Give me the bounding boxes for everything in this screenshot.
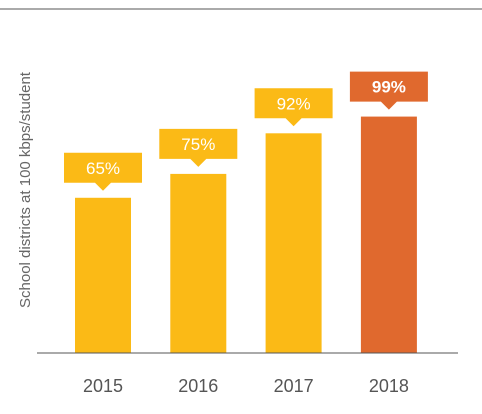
x-tick-label-2015: 2015: [83, 376, 123, 396]
x-tick-label-2018: 2018: [369, 376, 409, 396]
data-label-callout-2016: [159, 128, 238, 167]
data-label-2017: 92%: [277, 94, 311, 113]
data-label-callout-2018: [349, 71, 428, 110]
data-label-callout-2015: [64, 152, 142, 191]
bar-2016: [170, 173, 227, 353]
data-label-2016: 75%: [181, 135, 215, 154]
data-label-callout-2017: [254, 88, 333, 127]
bar-2015: [75, 197, 131, 353]
data-label-2015: 65%: [86, 159, 120, 178]
bars-group: 65% 2015 75% 2016 92% 2017 99% 2018: [64, 71, 428, 396]
y-axis-label: School districts at 100 kbps/student: [17, 71, 34, 308]
x-tick-label-2016: 2016: [178, 376, 218, 396]
data-label-2018: 99%: [372, 78, 406, 97]
bar-2018: [360, 116, 417, 353]
x-tick-label-2017: 2017: [274, 376, 314, 396]
bar-2017: [265, 133, 322, 353]
